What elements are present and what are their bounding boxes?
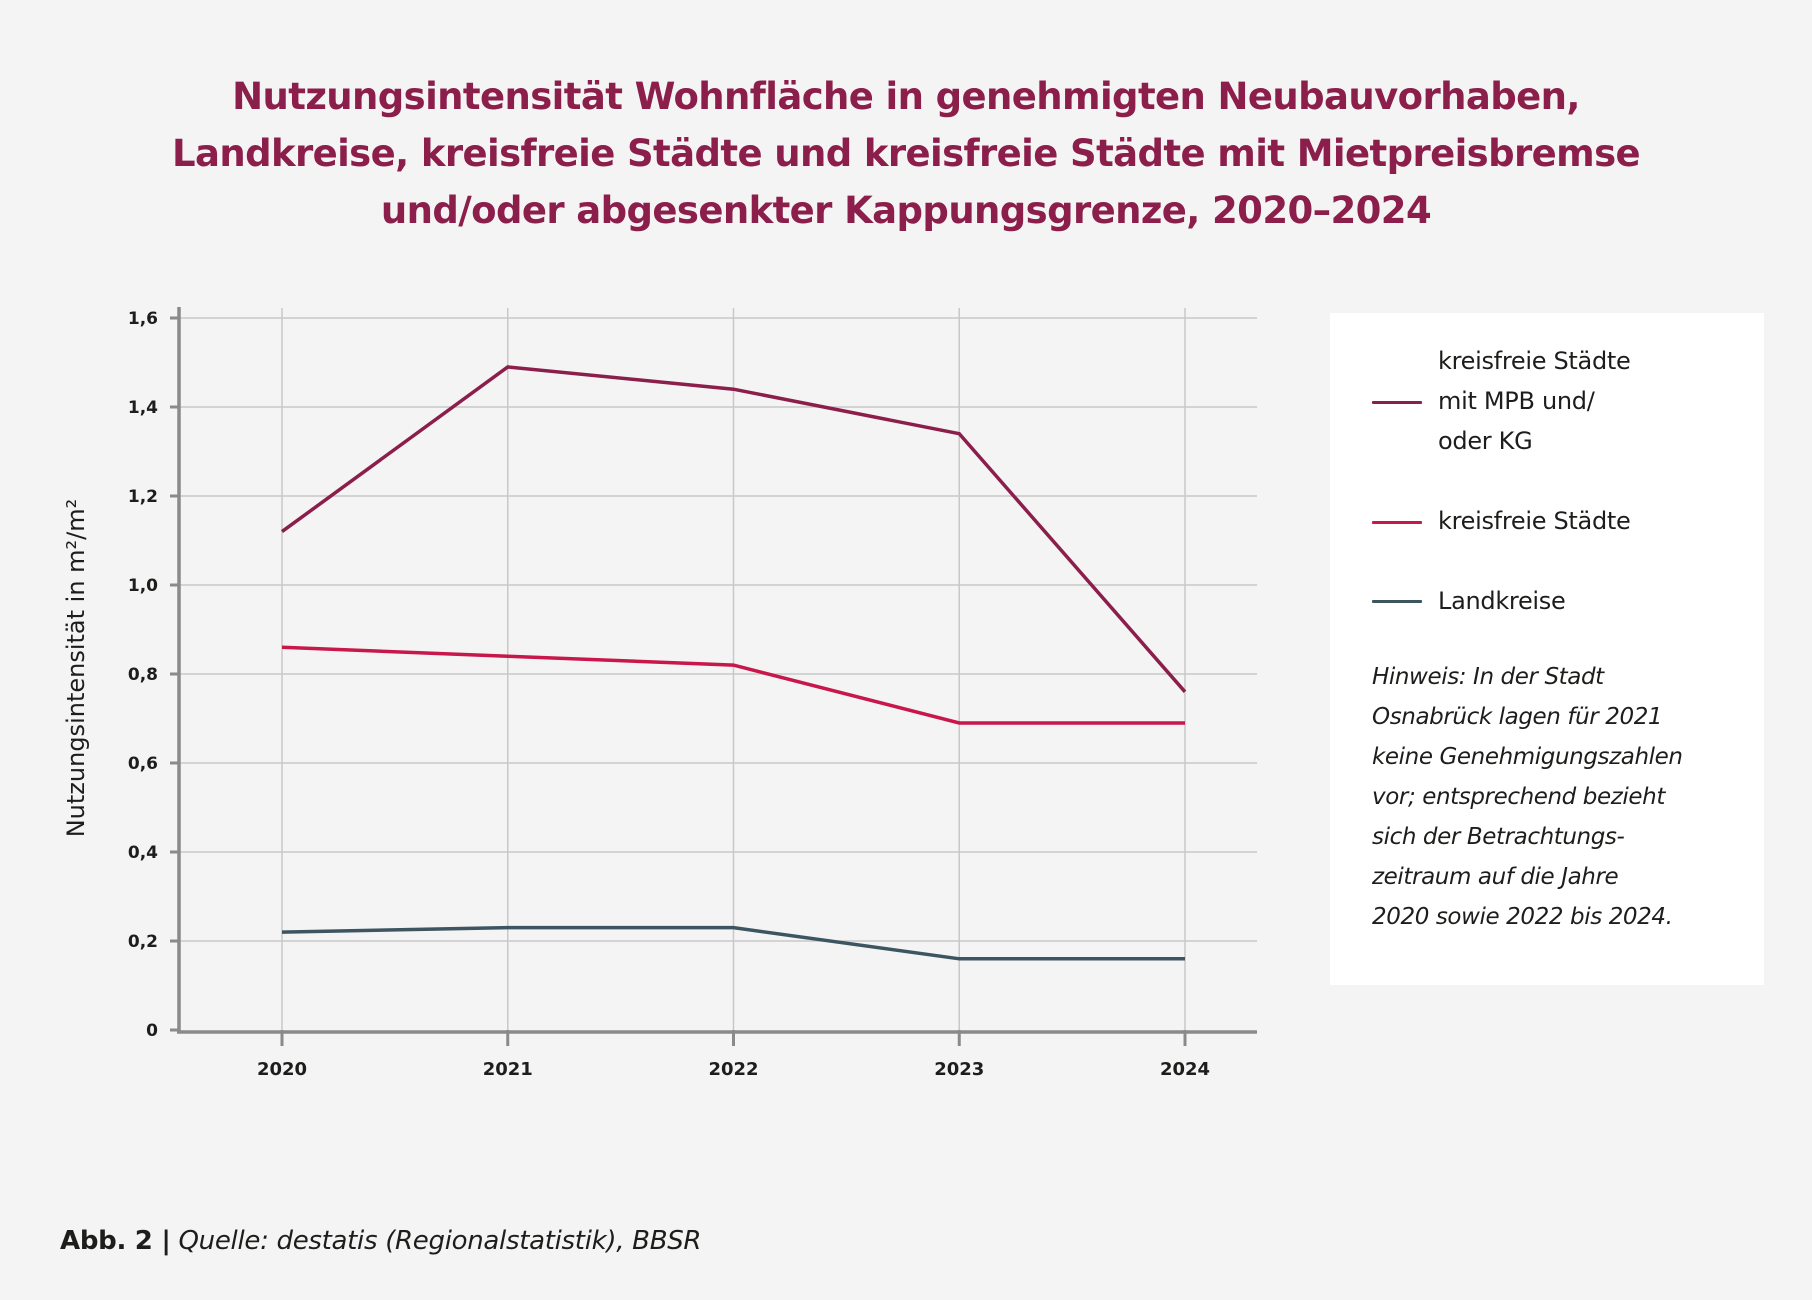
legend-swatch-mpb xyxy=(1372,401,1422,404)
legend-label-kreisfreie: kreisfreie Städte xyxy=(1438,507,1631,535)
legend-swatch-landkreise xyxy=(1372,600,1422,603)
y-tick-label: 0,4 xyxy=(128,843,158,863)
title-line-3: und/oder abgesenkter Kappungsgrenze, 202… xyxy=(380,189,1432,232)
axes xyxy=(177,307,1257,1034)
y-axis-ticks: 0 0,2 0,4 0,6 0,8 1,0 1,2 1,4 1,6 xyxy=(128,309,179,1041)
y-tick-label: 0,2 xyxy=(128,932,158,952)
y-tick-label: 0,8 xyxy=(128,665,158,685)
legend-label-landkreise: Landkreise xyxy=(1438,587,1566,615)
x-tick-label: 2024 xyxy=(1160,1059,1210,1080)
x-tick-label: 2020 xyxy=(257,1059,307,1080)
figure-number: Abb. 2 | xyxy=(60,1226,171,1256)
legend: kreisfreie Städte mit MPB und/ oder KG k… xyxy=(1330,313,1764,985)
y-tick-label: 1,2 xyxy=(128,487,158,507)
y-tick-label: 1,6 xyxy=(128,309,158,329)
y-tick-label: 1,4 xyxy=(128,398,158,418)
y-tick-label: 1,0 xyxy=(128,576,158,596)
legend-swatch-kreisfreie xyxy=(1372,521,1422,524)
title-line-1: Nutzungsintensität Wohnfläche in genehmi… xyxy=(232,75,1580,118)
source-note: Quelle: destatis (Regionalstatistik), BB… xyxy=(178,1226,702,1256)
x-tick-label: 2023 xyxy=(934,1059,984,1080)
title-line-2: Landkreise, kreisfreie Städte und kreisf… xyxy=(171,132,1641,175)
x-axis-ticks: 2020 2021 2022 2023 2024 xyxy=(257,1030,1210,1080)
y-tick-label: 0 xyxy=(146,1021,158,1041)
chart-title: Nutzungsintensität Wohnfläche in genehmi… xyxy=(0,68,1812,239)
legend-label-mpb: kreisfreie Städte mit MPB und/ oder KG xyxy=(1438,347,1631,455)
legend-note: Hinweis: In der Stadt Osnabrück lagen fü… xyxy=(1372,664,1683,930)
series-lines xyxy=(280,365,1187,961)
y-tick-label: 0,6 xyxy=(128,754,158,774)
grid xyxy=(179,308,1257,1030)
y-axis-label: Nutzungsintensität in m²/m² xyxy=(62,499,90,838)
x-tick-label: 2021 xyxy=(483,1059,533,1080)
x-tick-label: 2022 xyxy=(708,1059,758,1080)
figure-caption: Abb. 2 | Quelle: destatis (Regionalstati… xyxy=(60,1226,702,1256)
